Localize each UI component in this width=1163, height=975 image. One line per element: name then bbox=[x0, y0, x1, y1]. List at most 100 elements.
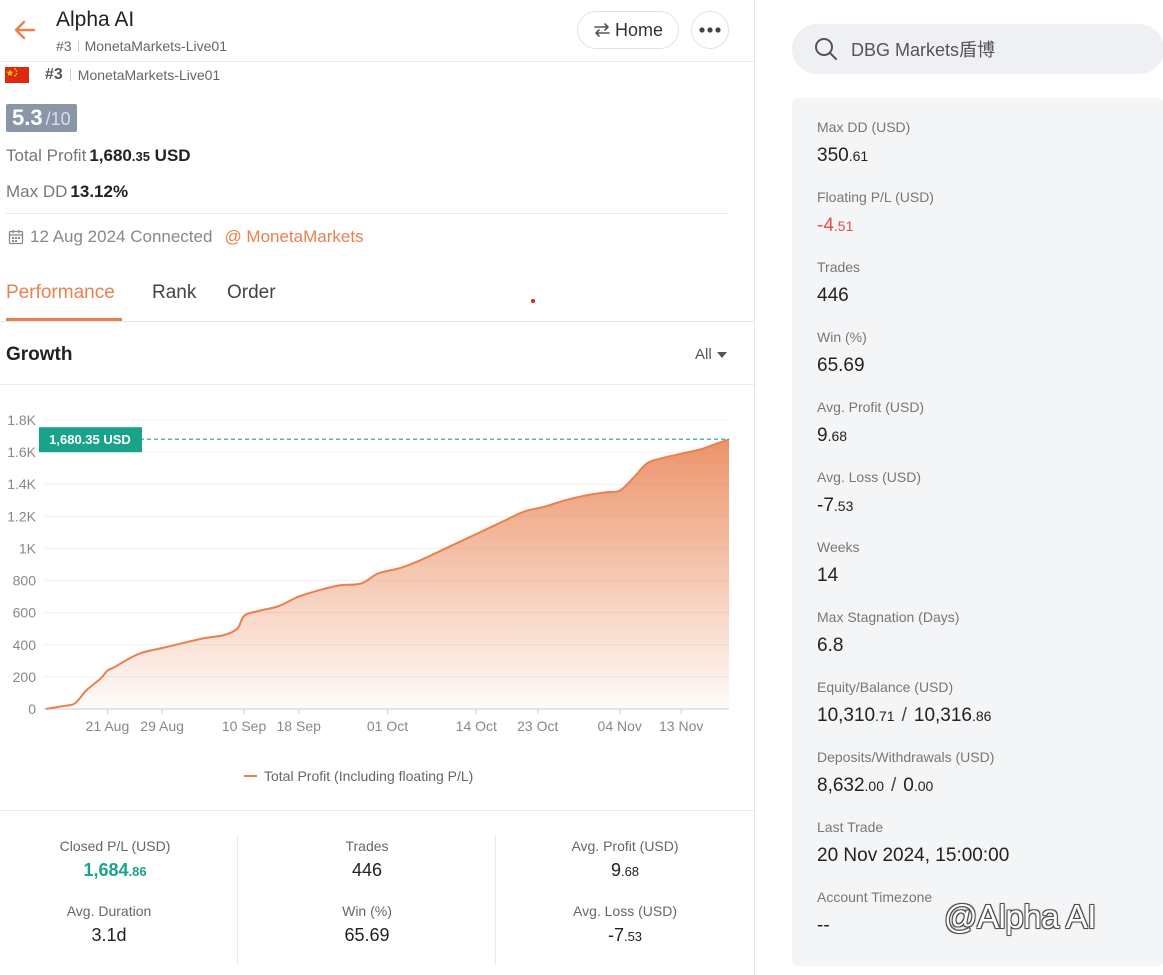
score-badge: 5.3 /10 bbox=[6, 104, 77, 132]
stat-value: 65.69 bbox=[344, 925, 390, 945]
stat-value-dec: .53 bbox=[623, 929, 643, 944]
page-title: Alpha AI bbox=[56, 8, 135, 31]
account-name: MonetaMarkets-Live01 bbox=[77, 67, 221, 83]
series-area bbox=[46, 439, 729, 709]
score-max: /10 bbox=[45, 109, 71, 129]
stat-value: 3.1d bbox=[91, 925, 127, 945]
stat-label: Win (%) bbox=[817, 329, 867, 345]
legend-swatch bbox=[244, 775, 257, 777]
total-profit-dec: .35 bbox=[131, 149, 150, 164]
x-tick-label: 13 Nov bbox=[659, 718, 703, 734]
series-line bbox=[45, 438, 730, 710]
tab-performance[interactable]: Performance bbox=[6, 282, 115, 303]
win-stat: Win (%) 65.69 bbox=[252, 903, 482, 946]
strategy-detail-pane: Alpha AI #3 MonetaMarkets-Live01 Home bbox=[0, 8, 754, 965]
stat-value: 20 Nov 2024, 15:00:00 bbox=[817, 845, 1010, 866]
withdrawals-value: 0 bbox=[903, 775, 914, 796]
stat-value: 9 bbox=[610, 860, 621, 880]
stat-label: Avg. Profit (USD) bbox=[817, 399, 925, 415]
stat-value-dec: .86 bbox=[128, 864, 147, 879]
tab-rank[interactable]: Rank bbox=[152, 282, 197, 303]
stat-value: 350 bbox=[817, 145, 849, 166]
caret-down-icon bbox=[716, 351, 727, 358]
stat-label: Avg. Loss (USD) bbox=[817, 469, 921, 485]
chart-legend[interactable]: Total Profit (Including floating P/L) bbox=[244, 768, 473, 784]
arrow-left-icon[interactable] bbox=[12, 17, 38, 43]
total-profit: Total Profit 1,680.35 USD bbox=[6, 146, 191, 166]
y-tick-label: 1.8K bbox=[7, 412, 36, 428]
stat-value-dec: .68 bbox=[620, 864, 640, 879]
broker-link[interactable]: @ MonetaMarkets bbox=[224, 227, 364, 246]
divider bbox=[6, 213, 728, 214]
china-flag-icon bbox=[5, 67, 29, 83]
stat-value: -7 bbox=[607, 925, 624, 945]
home-button[interactable]: Home bbox=[577, 11, 679, 49]
x-tick-label: 18 Sep bbox=[277, 718, 322, 734]
x-tick-label: 23 Oct bbox=[517, 718, 558, 734]
weeks: Weeks 14 bbox=[817, 539, 860, 587]
connected-date: 12 Aug 2024 Connected bbox=[30, 227, 213, 246]
range-select[interactable]: All bbox=[695, 346, 727, 363]
trades-stat: Trades 446 bbox=[252, 838, 482, 881]
y-tick-label: 1.2K bbox=[7, 508, 36, 524]
stat-value: 65.69 bbox=[817, 355, 865, 376]
stat-label: Trades bbox=[345, 838, 389, 854]
search-input[interactable]: DBG Markets盾博 bbox=[792, 24, 1163, 74]
stat-value: 446 bbox=[817, 285, 849, 306]
max-stagnation: Max Stagnation (Days) 6.8 bbox=[817, 609, 959, 657]
y-tick-label: 200 bbox=[13, 669, 37, 685]
stat-label: Trades bbox=[817, 259, 861, 275]
more-button[interactable] bbox=[691, 11, 729, 49]
divider bbox=[495, 835, 496, 965]
y-tick-label: 400 bbox=[13, 637, 37, 653]
divider bbox=[237, 835, 238, 965]
pane-divider bbox=[754, 0, 755, 975]
legend-label: Total Profit (Including floating P/L) bbox=[264, 768, 474, 784]
equity-balance: Equity/Balance (USD) 10,310.71/10,316.86 bbox=[817, 679, 992, 726]
max-dd-label: Max DD bbox=[6, 182, 68, 201]
avg-loss: Avg. Loss (USD) -7.53 bbox=[817, 469, 921, 517]
y-tick-label: 0 bbox=[28, 701, 36, 717]
stat-label: Closed P/L (USD) bbox=[59, 838, 171, 854]
stat-label: Floating P/L (USD) bbox=[817, 189, 934, 205]
active-tab-indicator bbox=[6, 318, 122, 321]
stat-value: 6.8 bbox=[817, 635, 844, 656]
account-stats-panel: Max DD (USD) 350.61 Floating P/L (USD) -… bbox=[792, 98, 1163, 966]
stat-value-dec: .53 bbox=[833, 498, 854, 514]
total-profit-label: Total Profit bbox=[6, 146, 87, 165]
stat-label: Avg. Profit (USD) bbox=[571, 838, 679, 854]
stat-label: Win (%) bbox=[342, 903, 392, 919]
total-profit-int: 1,680 bbox=[89, 146, 132, 165]
stat-label: Last Trade bbox=[817, 819, 884, 835]
deposits-withdrawals: Deposits/Withdrawals (USD) 8,632.00/0.00 bbox=[817, 749, 995, 796]
stat-value-dec: .68 bbox=[827, 428, 848, 444]
stat-label: Max Stagnation (Days) bbox=[817, 609, 960, 625]
total-profit-unit: USD bbox=[154, 146, 191, 165]
stat-value: 14 bbox=[817, 565, 839, 586]
stat-value: 1,684 bbox=[83, 860, 129, 880]
closed-pl-stat: Closed P/L (USD) 1,684.86 bbox=[0, 838, 230, 881]
y-tick-label: 1.6K bbox=[7, 444, 36, 460]
swap-icon bbox=[594, 23, 610, 37]
home-button-label: Home bbox=[614, 19, 663, 40]
y-tick-label: 1K bbox=[19, 540, 37, 556]
account-timezone: Account Timezone -- bbox=[817, 889, 932, 937]
calendar-icon bbox=[8, 230, 24, 245]
y-tick-label: 600 bbox=[13, 605, 37, 621]
header-subtitle: #3 MonetaMarkets-Live01 bbox=[56, 38, 227, 54]
max-dd-value: 13.12% bbox=[70, 182, 129, 201]
x-tick-label: 29 Aug bbox=[140, 718, 184, 734]
floating-pl: Floating P/L (USD) -4.51 bbox=[817, 189, 934, 237]
last-value-label: 1,680.35 USD bbox=[49, 432, 131, 447]
tab-order[interactable]: Order bbox=[227, 282, 276, 303]
avg-profit-stat: Avg. Profit (USD) 9.68 bbox=[510, 838, 740, 881]
stat-value: -- bbox=[817, 915, 830, 936]
stat-value: -7 bbox=[817, 495, 834, 516]
avg-duration-stat: Avg. Duration 3.1d bbox=[0, 903, 224, 946]
header-rank: #3 bbox=[56, 38, 72, 54]
growth-chart: 0 200 400 600 800 1K 1.2K 1.4K 1.6K 1.8K 21 Aug 29 … bbox=[7, 412, 730, 734]
growth-title: Growth bbox=[6, 344, 73, 365]
stat-label: Avg. Duration bbox=[66, 903, 152, 919]
x-tick-label: 04 Nov bbox=[598, 718, 642, 734]
max-dd: Max DD 13.12% bbox=[6, 182, 128, 202]
